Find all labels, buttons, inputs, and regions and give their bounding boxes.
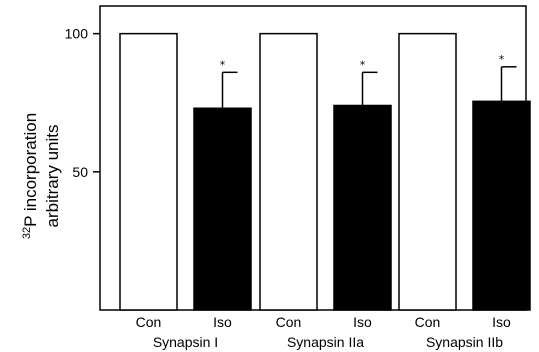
bar-category-label: Con xyxy=(415,314,441,330)
bar-category-label: Iso xyxy=(492,314,511,330)
y-axis-title-line1: P incorporation xyxy=(21,113,40,227)
bar-category-label: Iso xyxy=(213,314,232,330)
bar-iso xyxy=(472,100,531,311)
y-axis-title: 32P incorporation arbitrary units xyxy=(21,113,62,239)
bar-iso xyxy=(193,107,252,311)
bar-con xyxy=(398,32,457,311)
bar-category-label: Con xyxy=(136,314,162,330)
y-tick-label: 100 xyxy=(65,26,89,42)
group-label: Synapsin IIb xyxy=(426,334,503,350)
bar-iso xyxy=(333,104,392,311)
y-axis-title-line2: arbitrary units xyxy=(43,125,62,228)
svg-text:32P incorporation: 32P incorporation xyxy=(21,113,40,239)
bar-con xyxy=(259,32,318,311)
bar-con xyxy=(119,32,178,311)
bar-category-label: Con xyxy=(276,314,302,330)
significance-marker: * xyxy=(360,58,366,71)
chart-marks: 50 100 Con * Iso Synapsin I Con * Iso Synapsin II… xyxy=(65,26,531,350)
significance-marker: * xyxy=(499,53,505,66)
significance-marker: * xyxy=(220,58,226,71)
y-tick-label: 50 xyxy=(72,164,88,180)
group-label: Synapsin IIa xyxy=(287,334,364,350)
y-axis-title-superscript: 32 xyxy=(21,227,33,239)
bar-category-label: Iso xyxy=(353,314,372,330)
group-label: Synapsin I xyxy=(153,334,218,350)
